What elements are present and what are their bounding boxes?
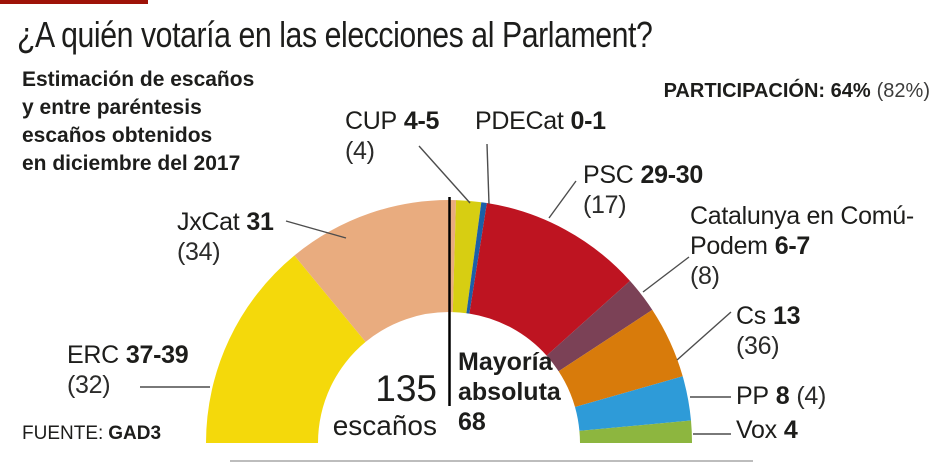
participation-previous: (82%) — [876, 80, 930, 102]
label-pp: PP 8 (4) — [736, 381, 826, 411]
party-name: Podem — [690, 232, 768, 260]
label-psc: PSC 29-30 (17) — [583, 160, 703, 220]
segment-vox — [579, 420, 693, 443]
leader-line-cup — [418, 145, 471, 204]
segment-pdecat — [466, 202, 487, 314]
party-name: Cs — [736, 302, 766, 330]
chart-subtitle: Estimación de escaños y entre paréntesis… — [22, 66, 254, 178]
subtitle-line: Estimación de escaños — [22, 68, 255, 91]
top-accent-rule — [0, 0, 148, 4]
party-name: Vox — [736, 416, 777, 444]
party-estimate: 13 — [772, 302, 801, 330]
segment-pp — [575, 376, 691, 431]
party-previous: (32) — [67, 371, 111, 399]
label-cs: Cs 13 (36) — [736, 301, 800, 361]
subtitle-line: escaños obtenidos — [22, 124, 213, 147]
bottom-rule — [230, 460, 753, 462]
party-previous: (17) — [583, 191, 627, 219]
segment-cs — [558, 309, 683, 407]
leader-line-comu — [642, 256, 690, 293]
party-name: ERC — [67, 341, 119, 369]
segment-erc — [206, 255, 366, 443]
party-estimate: 8 — [775, 382, 790, 410]
label-comu: Catalunya en Comú- Podem 6-7 (8) — [690, 201, 914, 291]
party-name: PDECat — [475, 107, 564, 135]
total-seats-unit: escaños — [332, 410, 437, 441]
label-cup: CUP 4-5 (4) — [345, 106, 439, 166]
majority-annotation: Mayoría absoluta 68 — [458, 347, 561, 437]
total-seats-value: 135 — [375, 368, 437, 409]
page-title: ¿A quién votaría en las elecciones al Pa… — [17, 14, 653, 55]
party-estimate: 4-5 — [403, 107, 440, 135]
participation-value: PARTICIPACIÓN: 64% — [663, 80, 871, 102]
party-previous: (8) — [690, 262, 720, 290]
majority-word: Mayoría — [458, 348, 553, 376]
party-previous: (4) — [345, 137, 375, 165]
leader-line-pdecat — [486, 143, 490, 205]
source-credit: FUENTE: GAD3 — [22, 423, 161, 445]
party-previous: (4) — [796, 382, 827, 410]
segment-psc — [469, 203, 630, 356]
label-erc: ERC 37-39 (32) — [67, 340, 189, 400]
leader-line-cs — [676, 311, 732, 361]
party-name: Catalunya en Comú- — [690, 202, 914, 230]
party-estimate: 37-39 — [125, 341, 189, 369]
subtitle-line: en diciembre del 2017 — [22, 152, 241, 175]
label-pdecat: PDECat 0-1 — [475, 106, 606, 136]
party-previous: (36) — [736, 332, 780, 360]
party-estimate: 29-30 — [640, 161, 704, 189]
source-label: FUENTE: — [22, 423, 104, 444]
party-estimate: 4 — [783, 416, 798, 444]
label-vox: Vox 4 — [736, 415, 798, 445]
leader-line-jxcat — [285, 220, 347, 239]
party-previous: (34) — [177, 238, 221, 266]
majority-value: 68 — [458, 408, 486, 436]
party-estimate: 0-1 — [570, 107, 607, 135]
party-estimate: 31 — [246, 208, 274, 236]
party-name: CUP — [345, 107, 397, 135]
party-estimate: 6-7 — [774, 232, 811, 260]
source-name: GAD3 — [108, 423, 162, 444]
party-name: JxCat — [177, 208, 240, 236]
total-seats: 135 escaños — [333, 370, 437, 440]
label-jxcat: JxCat 31 (34) — [177, 207, 274, 267]
majority-word: absoluta — [458, 378, 561, 406]
party-name: PSC — [583, 161, 634, 189]
subtitle-line: y entre paréntesis — [22, 96, 202, 119]
party-name: PP — [736, 382, 769, 410]
leader-line-psc — [548, 180, 577, 219]
participation-stat: PARTICIPACIÓN: 64% (82%) — [664, 80, 930, 103]
segment-catalunya-en-com-podem — [546, 280, 653, 372]
segment-cup — [452, 200, 482, 314]
